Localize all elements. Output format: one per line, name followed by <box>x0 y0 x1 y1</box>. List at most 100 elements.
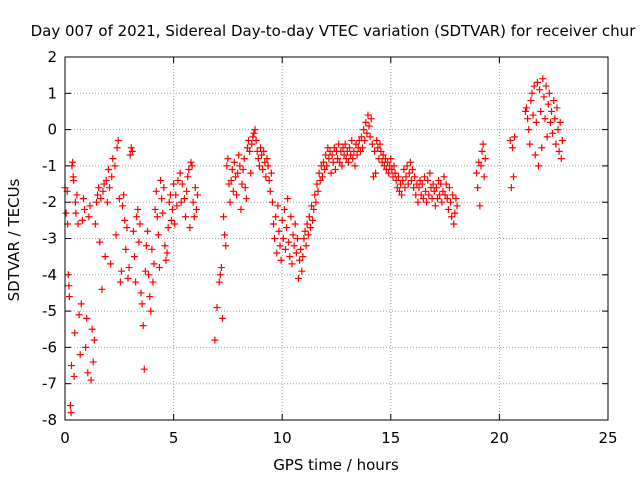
data-point <box>234 169 242 177</box>
data-point <box>323 162 331 170</box>
data-point <box>549 129 557 137</box>
data-point <box>163 249 171 257</box>
data-point <box>343 147 351 155</box>
data-point <box>305 213 313 221</box>
data-point <box>550 97 558 105</box>
data-point <box>480 173 488 181</box>
data-point <box>352 140 360 148</box>
data-point <box>524 115 532 123</box>
data-point <box>191 184 199 192</box>
data-point <box>165 198 173 206</box>
data-point <box>221 231 229 239</box>
data-point <box>368 140 376 148</box>
data-point <box>448 213 456 221</box>
data-point <box>391 169 399 177</box>
data-point <box>96 238 104 246</box>
data-point <box>324 144 332 152</box>
data-point <box>271 235 279 242</box>
data-point <box>541 115 549 123</box>
y-tick-label: 0 <box>47 121 57 139</box>
data-point <box>100 180 108 188</box>
data-point <box>338 162 346 170</box>
data-point <box>441 191 449 199</box>
data-point <box>351 162 359 170</box>
data-point <box>78 216 86 224</box>
data-point <box>330 144 338 152</box>
data-point <box>65 282 73 290</box>
data-point <box>153 213 161 221</box>
data-point <box>111 162 119 170</box>
data-point <box>444 205 452 213</box>
data-point <box>450 220 458 228</box>
data-point <box>106 184 114 192</box>
data-point <box>315 169 323 177</box>
data-point <box>365 122 373 130</box>
data-point <box>395 187 403 195</box>
data-point <box>192 205 200 213</box>
x-tick-label: 5 <box>169 429 179 447</box>
data-point <box>227 176 235 184</box>
data-point <box>88 325 96 333</box>
data-point <box>228 166 236 174</box>
data-point <box>477 162 485 170</box>
data-point <box>335 140 343 148</box>
data-point <box>126 151 134 159</box>
data-point <box>260 147 268 155</box>
data-point <box>249 133 257 141</box>
data-point <box>390 162 398 170</box>
data-point <box>376 140 384 148</box>
data-point <box>241 184 249 192</box>
data-point <box>387 155 395 163</box>
data-point <box>336 158 344 166</box>
data-point <box>239 166 247 174</box>
data-point <box>539 75 547 83</box>
data-point <box>294 274 302 282</box>
data-point <box>81 205 89 213</box>
data-point <box>223 162 231 170</box>
data-point <box>438 198 446 206</box>
data-point <box>102 176 110 184</box>
data-point <box>443 195 451 203</box>
data-point <box>187 158 195 166</box>
data-point <box>314 187 322 195</box>
data-point <box>451 209 459 217</box>
data-point <box>281 245 289 253</box>
data-point <box>267 169 275 177</box>
data-point <box>164 224 172 232</box>
data-point <box>71 198 79 206</box>
data-point <box>120 191 128 199</box>
data-point <box>94 191 102 199</box>
data-point <box>538 144 546 152</box>
data-point <box>293 235 301 242</box>
data-point <box>97 195 105 203</box>
data-point <box>211 336 219 344</box>
data-point <box>95 184 103 192</box>
data-point <box>334 155 342 163</box>
data-point <box>422 187 430 195</box>
data-point <box>507 184 515 192</box>
data-point <box>289 231 297 239</box>
data-point <box>364 111 372 119</box>
chart-title: Day 007 of 2021, Sidereal Day-to-day VTE… <box>31 22 637 40</box>
data-point <box>362 118 370 126</box>
y-tick-label: -8 <box>42 411 57 429</box>
data-point <box>426 169 434 177</box>
data-point <box>107 260 115 268</box>
grid-layer <box>65 57 608 420</box>
data-point <box>171 220 179 228</box>
data-point <box>114 136 122 144</box>
data-point <box>172 191 180 199</box>
data-point <box>218 314 226 322</box>
data-point <box>103 198 111 206</box>
data-point <box>123 224 131 232</box>
data-point <box>245 136 253 144</box>
data-point <box>322 151 330 159</box>
y-tick-label: -5 <box>42 302 57 320</box>
data-point <box>329 158 337 166</box>
data-point <box>225 180 233 188</box>
data-point <box>237 205 245 213</box>
data-point <box>73 191 81 199</box>
data-point <box>83 314 91 322</box>
data-point <box>543 133 551 141</box>
data-point <box>147 307 155 315</box>
